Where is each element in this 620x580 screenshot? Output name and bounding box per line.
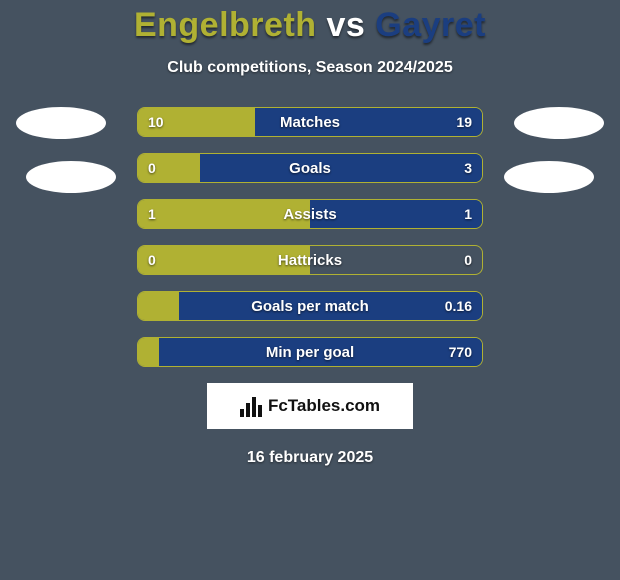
player2-badge-2 — [504, 161, 594, 193]
comparison-infographic: Engelbreth vs Gayret Club competitions, … — [0, 0, 620, 580]
brand-badge: FcTables.com — [207, 383, 413, 429]
stat-bar: 11Assists — [137, 199, 483, 229]
stat-bar: 0.16Goals per match — [137, 291, 483, 321]
stat-bar: 03Goals — [137, 153, 483, 183]
stat-label: Min per goal — [138, 338, 482, 366]
date: 16 february 2025 — [0, 449, 620, 467]
stat-bar: 1019Matches — [137, 107, 483, 137]
brand-text: FcTables.com — [268, 396, 380, 416]
player1-badge-2 — [26, 161, 116, 193]
brand-icon — [240, 395, 262, 417]
stat-bar: 00Hattricks — [137, 245, 483, 275]
stat-label: Goals per match — [138, 292, 482, 320]
stat-label: Matches — [138, 108, 482, 136]
player1-badge-top — [16, 107, 106, 139]
stat-label: Goals — [138, 154, 482, 182]
stat-bars: 1019Matches 03Goals 11Assists 00Hattricks 0.… — [137, 107, 483, 367]
subtitle: Club competitions, Season 2024/2025 — [0, 59, 620, 77]
stat-bar: 770Min per goal — [137, 337, 483, 367]
vs-word: vs — [327, 6, 366, 44]
chart-area: 1019Matches 03Goals 11Assists 00Hattricks 0.… — [0, 107, 620, 367]
player1-name: Engelbreth — [134, 6, 317, 44]
page-title: Engelbreth vs Gayret — [0, 0, 620, 45]
player2-badge-top — [514, 107, 604, 139]
stat-label: Assists — [138, 200, 482, 228]
stat-label: Hattricks — [138, 246, 482, 274]
player2-name: Gayret — [375, 6, 486, 44]
